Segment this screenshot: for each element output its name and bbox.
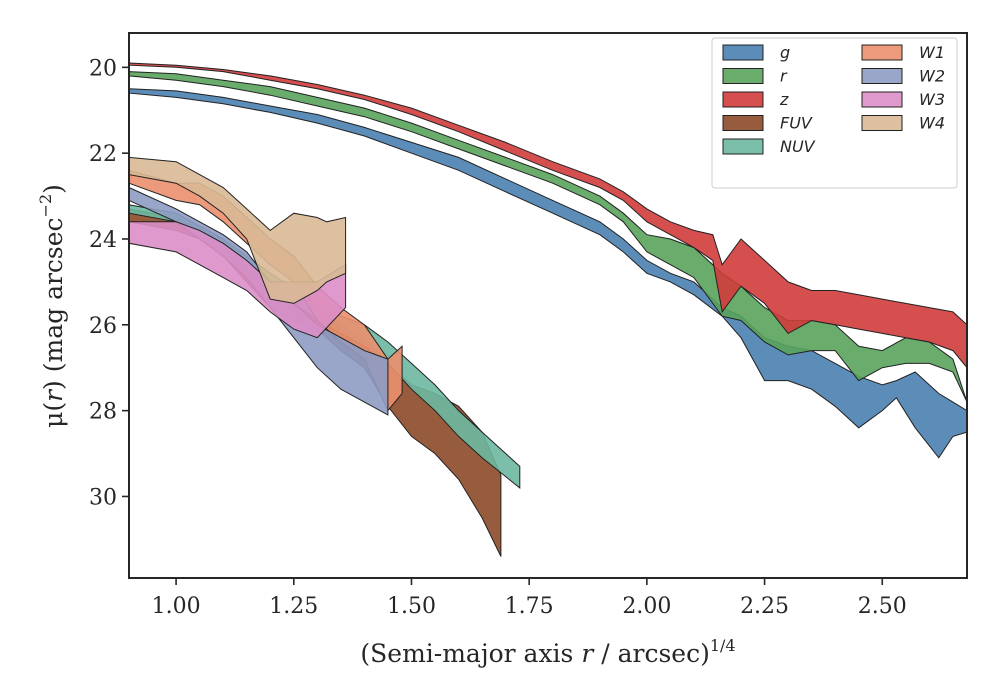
- legend-swatch-w1: [861, 44, 903, 61]
- x-tick-label: 1.25: [269, 594, 318, 619]
- x-axis-label: (Semi-major axis r / arcsec)1/4: [360, 636, 735, 668]
- x-tick-label: 2.50: [858, 594, 907, 619]
- legend-swatch-w4: [861, 115, 903, 131]
- band-w4: [128, 156, 347, 304]
- legend-label-w3: W3: [919, 90, 945, 109]
- legend-swatch-nuv: [722, 138, 764, 155]
- y-axis-ticks: 20 22 24 26 28 30: [89, 56, 129, 510]
- legend-label-nuv: NUV: [780, 137, 816, 156]
- plot-frame: [128, 32, 968, 579]
- y-tick-label: 26: [89, 314, 117, 339]
- x-tick-label: 1.50: [387, 594, 436, 619]
- legend-label-w4: W4: [919, 114, 945, 133]
- legend-swatch-w3: [861, 91, 903, 108]
- legend-label-fuv: FUV: [780, 114, 813, 133]
- legend-label-g: g: [780, 43, 790, 62]
- band-r: [128, 71, 968, 403]
- x-tick-label: 1.00: [152, 594, 201, 619]
- legend-label-r: r: [780, 67, 788, 86]
- legend: grz FUV NUV W1 W2 W3 W4: [711, 37, 958, 189]
- legend-swatch-fuv: [722, 115, 764, 131]
- x-axis-ticks: 1.00 1.25 1.50 1.75 2.00 2.25 2.50: [152, 578, 907, 619]
- x-tick-label: 2.00: [622, 594, 671, 619]
- legend-swatch-r: [722, 68, 764, 84]
- y-tick-label: 22: [89, 142, 117, 167]
- legend-label-z: z: [779, 90, 789, 109]
- legend-swatch-g: [722, 44, 764, 61]
- legend-label-w2: W2: [919, 67, 945, 86]
- x-tick-label: 2.25: [740, 594, 789, 619]
- y-tick-label: 30: [89, 485, 117, 510]
- legend-label-w1: W1: [919, 43, 945, 62]
- y-tick-label: 20: [89, 56, 117, 81]
- x-tick-label: 1.75: [505, 594, 554, 619]
- y-axis-label: μ(r) (mag arcsec−2): [36, 184, 68, 428]
- legend-swatch-z: [722, 91, 764, 108]
- y-tick-label: 24: [89, 228, 117, 253]
- band-w3: [128, 221, 347, 339]
- y-tick-label: 28: [89, 400, 117, 425]
- legend-swatch-w2: [861, 68, 903, 84]
